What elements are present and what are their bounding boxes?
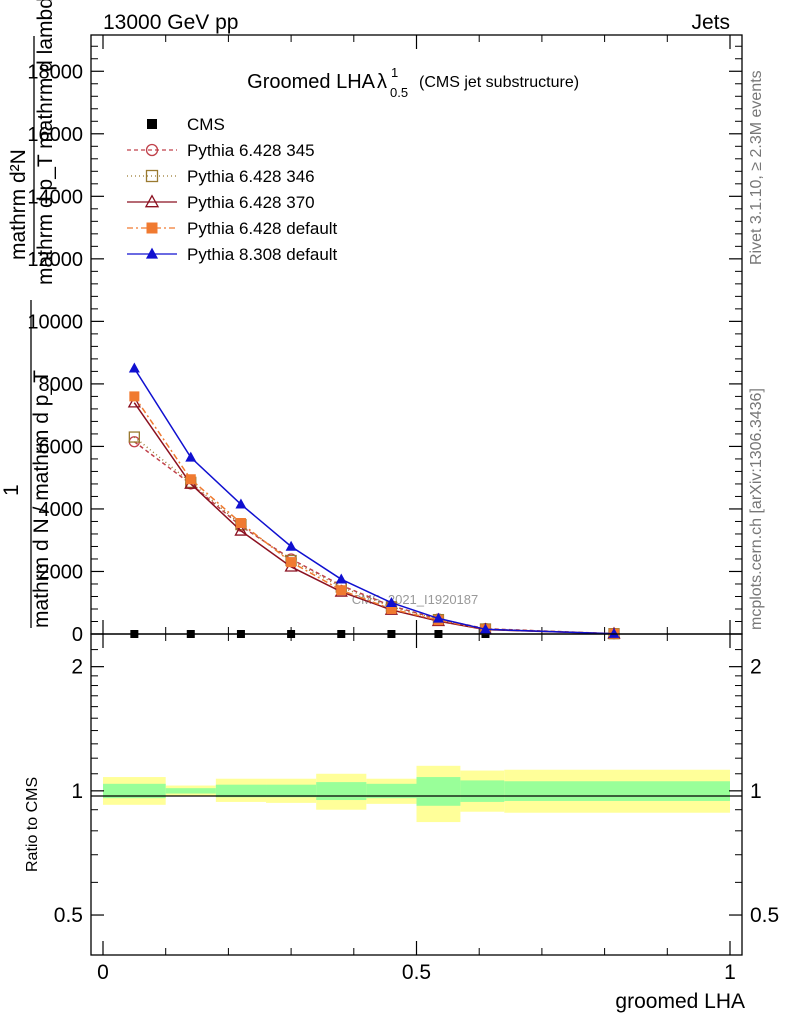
plot-title: Groomed LHA λ 1 0.5 (CMS jet substructur… [247, 65, 579, 100]
legend-label: Pythia 6.428 default [187, 219, 338, 238]
data-point [285, 540, 297, 551]
data-point [286, 557, 297, 568]
series-line [133, 367, 615, 635]
legend-marker [147, 119, 157, 129]
x-tick-label: 0 [97, 961, 109, 984]
x-tick-label: 1 [724, 961, 736, 984]
y-label-numerator: mathrm d²N [7, 149, 30, 260]
data-point [385, 596, 397, 607]
data-point [128, 431, 141, 443]
ratio-inner-band [316, 782, 367, 801]
header-process: 13000 GeV pp [103, 11, 238, 34]
title-superscript: 1 [391, 65, 398, 80]
ratio-inner-band [165, 788, 216, 794]
legend-entry: CMS [147, 115, 225, 134]
title-main: Groomed LHA [247, 71, 375, 93]
legend-label: Pythia 6.428 346 [187, 167, 315, 186]
watermark: CMS_2021_I1920187 [352, 592, 479, 607]
series-1 [128, 436, 620, 640]
data-point [608, 627, 620, 638]
series-2 [128, 431, 620, 640]
data-point [479, 623, 491, 634]
legend-entry: Pythia 6.428 346 [127, 167, 315, 186]
ratio-inner-band [366, 783, 417, 799]
title-subscript: 0.5 [390, 85, 408, 100]
ratio-inner-band [266, 784, 317, 798]
main-y-axis-label: mathrm d²N mathrm d p_T mathrm d lambda … [0, 0, 57, 628]
main-y-ticks: 0 2000 4000 6000 8000 10000 12000 14000 16000 180… [27, 35, 742, 646]
data-point [185, 451, 197, 462]
x-axis-label: groomed LHA [615, 990, 745, 1013]
main-y-tick-label: 2000 [39, 561, 84, 583]
legend-entry: Pythia 6.428 default [127, 219, 338, 238]
main-y-tick-label: 8000 [39, 374, 84, 396]
main-y-tick-label: 10000 [27, 311, 83, 333]
ratio-y-tick-label-right: 2 [750, 656, 762, 679]
main-y-tick-label: 18000 [27, 61, 83, 83]
data-point [386, 603, 397, 614]
y-label-numerator-2: 1 [0, 484, 23, 496]
ratio-inner-band [103, 783, 166, 799]
legend-label: Pythia 6.428 370 [187, 193, 315, 212]
legend-entry: Pythia 6.428 345 [127, 141, 315, 160]
legend: CMS Pythia 6.428 345 Pythia 6.428 346 Pythi… [127, 115, 338, 264]
legend-label: Pythia 8.308 default [187, 245, 338, 264]
rivet-version-label: Rivet 3.1.10, ≥ 2.3M events [748, 70, 765, 265]
data-point [336, 585, 347, 596]
ratio-y-ticks: 0.5 0.5 1 1 2 2 [54, 649, 779, 927]
data-point [234, 523, 248, 536]
legend-marker [146, 222, 158, 234]
main-y-tick-label: 12000 [27, 249, 83, 271]
legend-entry: Pythia 6.428 370 [127, 193, 315, 212]
x-tick-label: 0.5 [402, 961, 431, 984]
data-point [235, 498, 247, 509]
y-label-denominator-2: mathrm d N / mathrm d p_T [30, 370, 53, 628]
ratio-inner-band [416, 777, 461, 806]
y-label-denominator: mathrm d p_T mathrm d lambda [34, 0, 57, 285]
legend-marker [145, 169, 159, 183]
ratio-inner-band [504, 781, 730, 801]
main-series-group [127, 362, 621, 640]
data-point [432, 612, 444, 623]
main-plot: 0 2000 4000 6000 8000 10000 12000 14000 16000 180… [0, 0, 743, 646]
ratio-inner-band [215, 784, 267, 798]
mcplots-label: mcplots.cern.ch [arXiv:1306.3436] [748, 388, 765, 630]
ratio-y-tick-label: 1 [71, 780, 83, 803]
data-point [185, 474, 196, 485]
ratio-y-tick-label: 2 [71, 656, 83, 679]
legend-label: Pythia 6.428 345 [187, 141, 315, 160]
ratio-y-label: Ratio to CMS [24, 777, 41, 872]
ratio-x-ticks: 0 0.5 1 [97, 634, 736, 984]
main-y-tick-label: 6000 [39, 436, 84, 458]
legend-marker [144, 194, 160, 208]
header-category: Jets [691, 11, 730, 34]
data-point [127, 395, 141, 408]
ratio-plot: 0.5 0.51 12 2 0 0.5 1 Ratio to CMS groomed LH… [24, 633, 779, 1013]
legend-label: CMS [187, 115, 225, 134]
ratio-y-tick-label-right: 1 [750, 780, 762, 803]
main-y-tick-label: 14000 [27, 186, 83, 208]
main-y-tick-label: 16000 [27, 124, 83, 146]
title-note: (CMS jet substructure) [419, 74, 579, 91]
legend-marker [145, 247, 159, 259]
legend-marker [145, 143, 159, 157]
main-y-tick-label: 4000 [39, 499, 84, 521]
data-point [129, 391, 140, 402]
ratio-y-tick-label-right: 0.5 [750, 904, 779, 927]
data-point [128, 362, 140, 373]
data-point [235, 518, 246, 529]
data-point [335, 573, 347, 584]
ratio-inner-band [460, 780, 505, 802]
series-5 [128, 362, 620, 638]
ratio-bands [103, 765, 730, 823]
legend-entry: Pythia 8.308 default [127, 245, 338, 264]
main-y-tick-label: 0 [72, 624, 83, 646]
title-lambda: λ [377, 71, 387, 93]
ratio-y-tick-label: 0.5 [54, 904, 83, 927]
